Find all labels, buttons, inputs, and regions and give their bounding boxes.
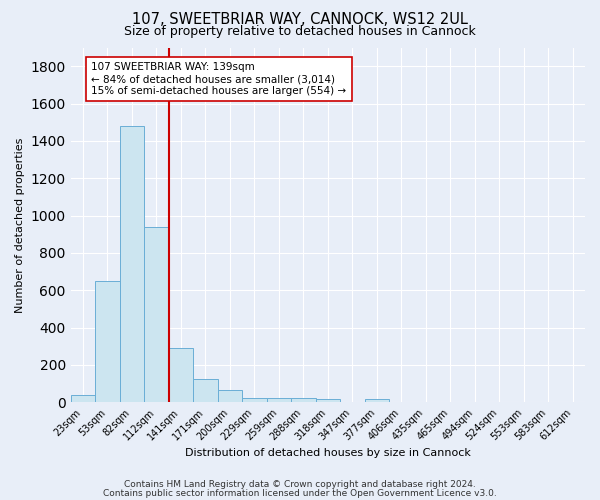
Bar: [316, 400, 340, 402]
Bar: [242, 398, 266, 402]
Bar: [95, 281, 119, 402]
Text: Size of property relative to detached houses in Cannock: Size of property relative to detached ho…: [124, 25, 476, 38]
Text: 107 SWEETBRIAR WAY: 139sqm
← 84% of detached houses are smaller (3,014)
15% of s: 107 SWEETBRIAR WAY: 139sqm ← 84% of deta…: [91, 62, 347, 96]
Bar: [365, 400, 389, 402]
Text: Contains public sector information licensed under the Open Government Licence v3: Contains public sector information licen…: [103, 488, 497, 498]
Bar: [266, 398, 291, 402]
Y-axis label: Number of detached properties: Number of detached properties: [15, 137, 25, 312]
Bar: [119, 126, 144, 402]
Bar: [144, 226, 169, 402]
Bar: [291, 398, 316, 402]
Bar: [71, 394, 95, 402]
Bar: [169, 348, 193, 402]
X-axis label: Distribution of detached houses by size in Cannock: Distribution of detached houses by size …: [185, 448, 471, 458]
Text: Contains HM Land Registry data © Crown copyright and database right 2024.: Contains HM Land Registry data © Crown c…: [124, 480, 476, 489]
Bar: [218, 390, 242, 402]
Bar: [193, 379, 218, 402]
Text: 107, SWEETBRIAR WAY, CANNOCK, WS12 2UL: 107, SWEETBRIAR WAY, CANNOCK, WS12 2UL: [132, 12, 468, 28]
